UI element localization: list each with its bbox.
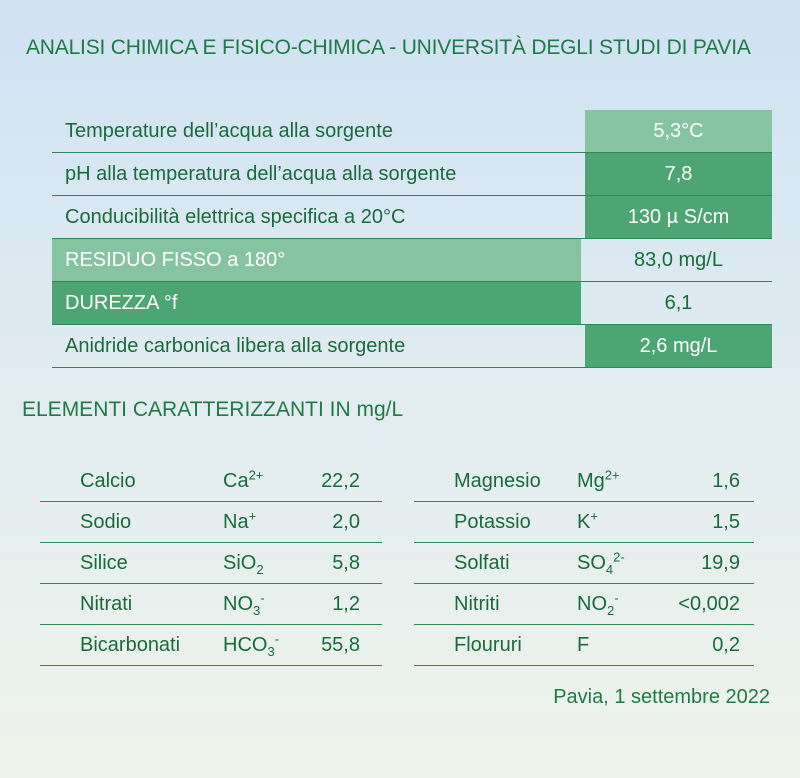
elements-table-left: Calcio Ca2+ 22,2 Sodio Na+ 2,0 Silice Si… (40, 461, 382, 666)
table-row: Calcio Ca2+ 22,2 (40, 461, 382, 502)
element-value: 1,5 (712, 510, 740, 533)
row-label: Temperature dell’acqua alla sorgente (65, 119, 393, 142)
element-symbol: NO3- (223, 589, 265, 618)
element-symbol: SiO2 (223, 551, 264, 577)
element-symbol: Ca2+ (223, 466, 264, 492)
element-name: Magnesio (454, 469, 541, 492)
element-symbol: K+ (577, 507, 598, 533)
elements-title: ELEMENTI CARATTERIZZANTI IN mg/L (22, 398, 404, 421)
table-row: Bicarbonati HCO3- 55,8 (40, 625, 382, 666)
table-row: Nitriti NO2- <0,002 (414, 584, 754, 625)
table-row: Floururi F 0,2 (414, 625, 754, 666)
element-symbol: F (577, 633, 590, 656)
table-row: Temperature dell’acqua alla sorgente 5,3… (52, 110, 772, 153)
table-row: Sodio Na+ 2,0 (40, 502, 382, 543)
element-value: 19,9 (701, 551, 740, 574)
element-value: 1,2 (332, 592, 360, 615)
table-row: DUREZZA °f 6,1 (52, 282, 772, 325)
report-date: Pavia, 1 settembre 2022 (553, 686, 770, 708)
element-value: 55,8 (321, 633, 360, 656)
row-label: Conducibilità elettrica specifica a 20°C (65, 205, 406, 228)
row-label: pH alla temperatura dell’acqua alla sorg… (65, 162, 457, 185)
elements-table-right: Magnesio Mg2+ 1,6 Potassio K+ 1,5 Solfat… (414, 461, 754, 666)
element-value: 2,0 (332, 510, 360, 533)
element-value: 0,2 (712, 633, 740, 656)
row-value: 6,1 (664, 291, 693, 314)
row-label: RESIDUO FISSO a 180° (52, 239, 581, 281)
row-value: 5,3°C (585, 110, 772, 152)
page-title: ANALISI CHIMICA E FISICO-CHIMICA - UNIVE… (26, 36, 751, 59)
element-symbol: SO42- (577, 548, 625, 577)
element-value: 22,2 (321, 469, 360, 492)
element-symbol: Mg2+ (577, 466, 620, 492)
element-value: 5,8 (332, 551, 360, 574)
element-name: Calcio (80, 469, 136, 492)
row-label: DUREZZA °f (52, 282, 581, 324)
element-name: Solfati (454, 551, 510, 574)
element-name: Nitrati (80, 592, 133, 615)
table-row: Anidride carbonica libera alla sorgente … (52, 325, 772, 368)
element-symbol: NO2- (577, 589, 619, 618)
table-row: pH alla temperatura dell’acqua alla sorg… (52, 153, 772, 196)
element-name: Silice (80, 551, 128, 574)
table-row: Nitrati NO3- 1,2 (40, 584, 382, 625)
table-row: RESIDUO FISSO a 180° 83,0 mg/L (52, 239, 772, 282)
row-label: Anidride carbonica libera alla sorgente (65, 334, 406, 357)
element-symbol: Na+ (223, 507, 257, 533)
element-value: <0,002 (678, 592, 740, 615)
element-value: 1,6 (712, 469, 740, 492)
table-row: Potassio K+ 1,5 (414, 502, 754, 543)
element-name: Bicarbonati (80, 633, 181, 656)
table-row: Silice SiO2 5,8 (40, 543, 382, 584)
element-name: Potassio (454, 510, 531, 533)
row-value: 130 µ S/cm (585, 196, 772, 238)
table-row: Conducibilità elettrica specifica a 20°C… (52, 196, 772, 239)
row-value: 7,8 (585, 153, 772, 195)
row-value: 2,6 mg/L (585, 325, 772, 367)
row-value: 83,0 mg/L (634, 248, 723, 271)
table-row: Magnesio Mg2+ 1,6 (414, 461, 754, 502)
element-name: Floururi (454, 633, 522, 656)
element-symbol: HCO3- (223, 630, 280, 659)
physical-chemical-table: Temperature dell’acqua alla sorgente 5,3… (52, 110, 772, 368)
table-row: Solfati SO42- 19,9 (414, 543, 754, 584)
element-name: Sodio (80, 510, 132, 533)
element-name: Nitriti (454, 592, 500, 615)
